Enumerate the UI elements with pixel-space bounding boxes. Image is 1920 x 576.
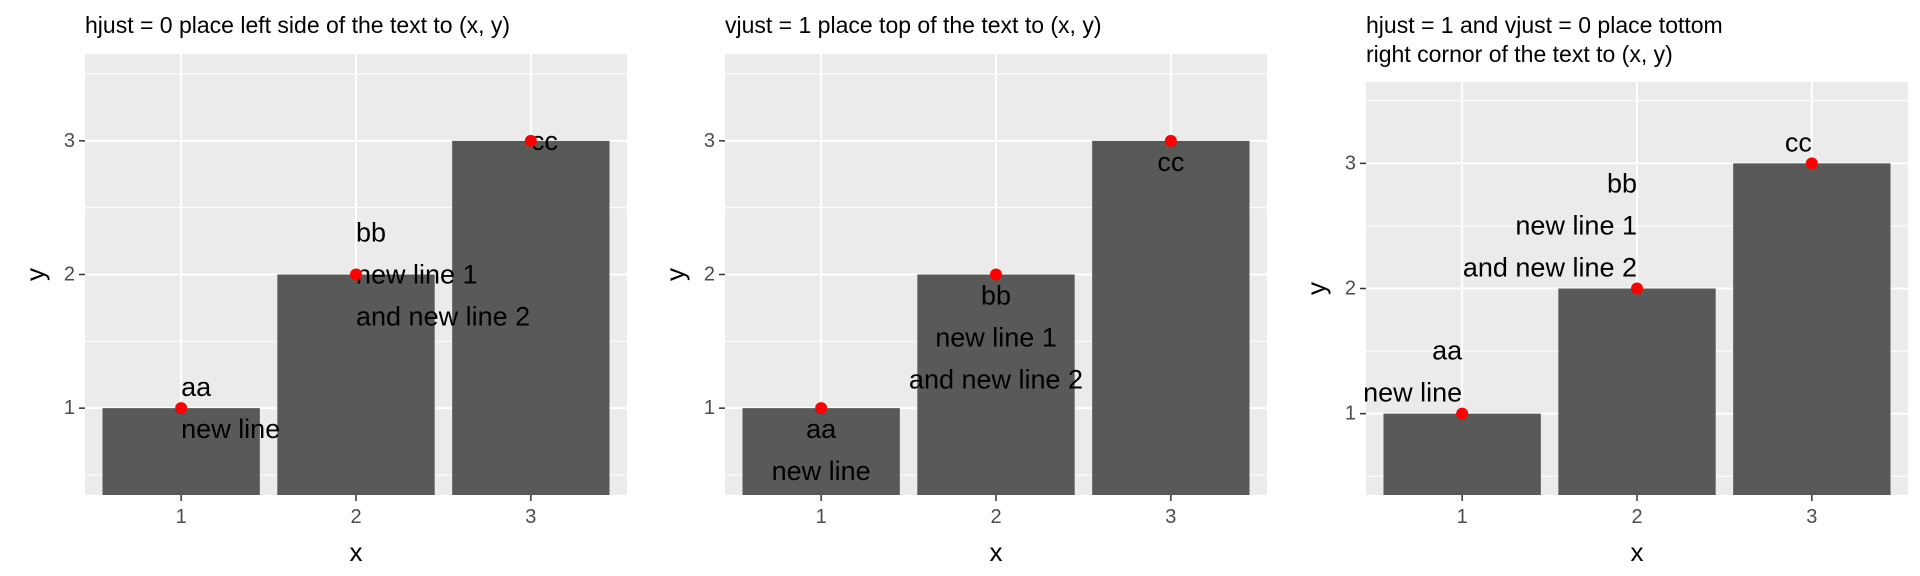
- data-point: [1164, 134, 1177, 147]
- data-label: new line: [1363, 378, 1462, 408]
- data-label: bb: [981, 281, 1011, 311]
- x-tick-label: 3: [1806, 506, 1817, 528]
- x-tick-label: 2: [1631, 506, 1642, 528]
- data-point: [815, 402, 828, 415]
- x-axis-title: x: [1631, 537, 1644, 567]
- data-label: new line 1: [356, 260, 478, 290]
- chart-title: vjust = 1 place top of the text to (x, y…: [725, 12, 1102, 38]
- x-tick-label: 3: [525, 506, 536, 528]
- chart-title: right cornor of the text to (x, y): [1366, 41, 1673, 67]
- data-point: [1631, 282, 1643, 295]
- data-label: bb: [356, 218, 386, 248]
- y-tick-label: 1: [1345, 403, 1356, 425]
- x-tick-label: 1: [176, 506, 187, 528]
- bar: [1092, 140, 1250, 495]
- data-point: [175, 402, 188, 415]
- data-label: and new line 2: [356, 302, 530, 332]
- data-label: cc: [1157, 147, 1184, 177]
- data-label: cc: [1785, 127, 1812, 157]
- y-tick-label: 2: [1345, 278, 1356, 300]
- data-label: new line: [772, 456, 871, 486]
- x-tick-label: 2: [990, 506, 1001, 528]
- data-label: aa: [806, 414, 837, 444]
- chart-title: hjust = 1 and vjust = 0 place tottom: [1366, 12, 1723, 38]
- data-label: new line 1: [935, 323, 1057, 353]
- x-axis-title: x: [350, 537, 363, 567]
- bar: [1383, 413, 1541, 495]
- panel-1: hjust = 0 place left side of the text to…: [20, 12, 627, 567]
- bar: [452, 140, 610, 495]
- y-tick-label: 2: [704, 264, 715, 286]
- data-label: bb: [1607, 169, 1637, 199]
- data-label: aa: [181, 372, 212, 402]
- bar: [1558, 288, 1716, 495]
- y-tick-label: 3: [704, 130, 715, 152]
- x-tick-label: 1: [1457, 506, 1468, 528]
- x-tick-label: 3: [1165, 506, 1176, 528]
- y-tick-label: 1: [64, 397, 75, 419]
- data-label: new line 1: [1515, 211, 1637, 241]
- y-tick-label: 2: [64, 264, 75, 286]
- panel-3: hjust = 1 and vjust = 0 place tottom righ…: [1301, 12, 1908, 567]
- x-axis-title: x: [990, 537, 1003, 567]
- bar: [917, 274, 1075, 495]
- y-axis-title: y: [20, 268, 50, 281]
- bar: [742, 408, 900, 495]
- y-tick-label: 3: [1345, 152, 1356, 174]
- y-axis-title: y: [1301, 282, 1331, 295]
- y-axis-title: y: [660, 268, 690, 281]
- data-point: [990, 268, 1002, 281]
- data-point: [350, 268, 362, 281]
- data-point: [1805, 157, 1818, 170]
- chart-title: hjust = 0 place left side of the text to…: [85, 12, 510, 38]
- y-tick-label: 1: [704, 397, 715, 419]
- panel-2: vjust = 1 place top of the text to (x, y…: [660, 12, 1267, 567]
- data-label: and new line 2: [909, 365, 1083, 395]
- data-point: [524, 134, 537, 147]
- x-tick-label: 1: [816, 506, 827, 528]
- data-label: aa: [1432, 336, 1463, 366]
- bar: [1733, 163, 1891, 495]
- x-tick-label: 2: [350, 506, 361, 528]
- data-label: and new line 2: [1463, 253, 1637, 283]
- bar: [277, 274, 435, 495]
- data-label: new line: [181, 414, 280, 444]
- bar: [102, 408, 260, 495]
- y-tick-label: 3: [64, 130, 75, 152]
- data-point: [1456, 407, 1469, 420]
